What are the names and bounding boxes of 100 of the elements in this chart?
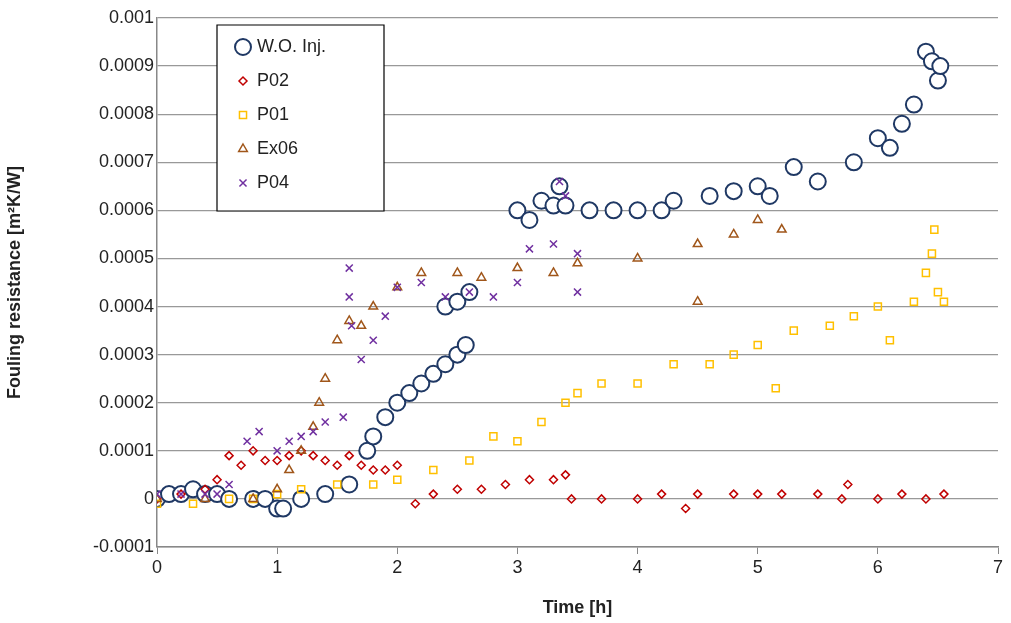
point (452, 267, 463, 277)
point (904, 95, 923, 114)
point (572, 257, 583, 267)
point (633, 379, 642, 388)
point (436, 355, 455, 374)
point (939, 489, 949, 499)
point (380, 465, 391, 475)
point (752, 489, 763, 499)
point (556, 196, 575, 215)
point (555, 177, 564, 186)
x-axis-title: Time [h] (542, 597, 613, 618)
point (260, 455, 270, 466)
point (368, 335, 378, 345)
point (580, 201, 599, 220)
point (272, 483, 283, 493)
point (242, 436, 252, 446)
point (340, 475, 359, 494)
point (728, 489, 739, 499)
point (410, 498, 421, 509)
point (284, 436, 294, 446)
point (928, 71, 947, 90)
legend-label: P04 (257, 171, 290, 192)
point (813, 489, 823, 499)
point (364, 427, 383, 446)
point (368, 300, 379, 310)
y-tick-label: 0.0002 (98, 391, 154, 412)
point (784, 158, 803, 177)
point (296, 485, 306, 494)
point (669, 359, 678, 369)
y-tick-label: 0.0003 (98, 343, 154, 364)
point (705, 359, 714, 369)
point (248, 446, 258, 456)
point (776, 489, 787, 499)
point (561, 398, 570, 408)
point (320, 372, 331, 382)
point (753, 340, 762, 350)
point (256, 489, 275, 508)
point (284, 464, 295, 474)
point (921, 268, 931, 278)
point (680, 503, 691, 514)
point (448, 292, 467, 311)
point (188, 499, 198, 508)
x-tick-label: 1 (272, 556, 283, 577)
y-tick-label: 0.0004 (98, 295, 154, 316)
point (417, 278, 426, 287)
y-axis-title: Fouling resistance [m²K/W] (3, 165, 24, 400)
point (513, 436, 522, 446)
point (272, 455, 282, 466)
legend-label: P01 (257, 103, 290, 124)
point (308, 450, 318, 461)
point (308, 421, 319, 431)
y-tick-label: 0.0007 (98, 151, 154, 172)
point (320, 417, 330, 427)
point (272, 489, 282, 499)
x-tick-label: 3 (512, 556, 523, 577)
point (520, 210, 539, 229)
point (356, 320, 367, 330)
point (561, 191, 570, 201)
y-tick-label: 0.0005 (98, 247, 154, 268)
point (489, 292, 498, 302)
point (927, 249, 937, 258)
point (416, 267, 427, 277)
point (724, 182, 743, 201)
point (344, 292, 354, 302)
point (368, 480, 378, 489)
point (789, 326, 799, 335)
point (392, 460, 403, 470)
point (897, 489, 907, 499)
point (296, 432, 306, 441)
point (573, 249, 582, 258)
point (308, 427, 318, 436)
y-tick-label: 0.0006 (98, 199, 154, 220)
point (837, 494, 847, 504)
point (596, 494, 607, 504)
y-tick-label: 0.0001 (98, 439, 154, 460)
y-tick-label: 0 (143, 487, 154, 508)
point (347, 321, 356, 331)
point (476, 484, 487, 495)
point (729, 350, 738, 359)
point (524, 474, 535, 485)
point (692, 489, 703, 499)
point (274, 499, 293, 518)
point (548, 474, 559, 485)
point (549, 239, 558, 249)
point (393, 475, 402, 484)
point (939, 297, 949, 307)
y-tick-label: 0.0008 (98, 103, 154, 124)
point (456, 336, 475, 355)
point (560, 470, 571, 480)
point (892, 114, 911, 133)
point (573, 388, 582, 398)
point (388, 393, 407, 412)
point (537, 417, 546, 427)
point (476, 271, 487, 281)
point (314, 396, 325, 406)
point (358, 441, 377, 460)
point (412, 374, 431, 393)
point (344, 263, 354, 273)
point (465, 456, 474, 465)
point (760, 186, 779, 205)
